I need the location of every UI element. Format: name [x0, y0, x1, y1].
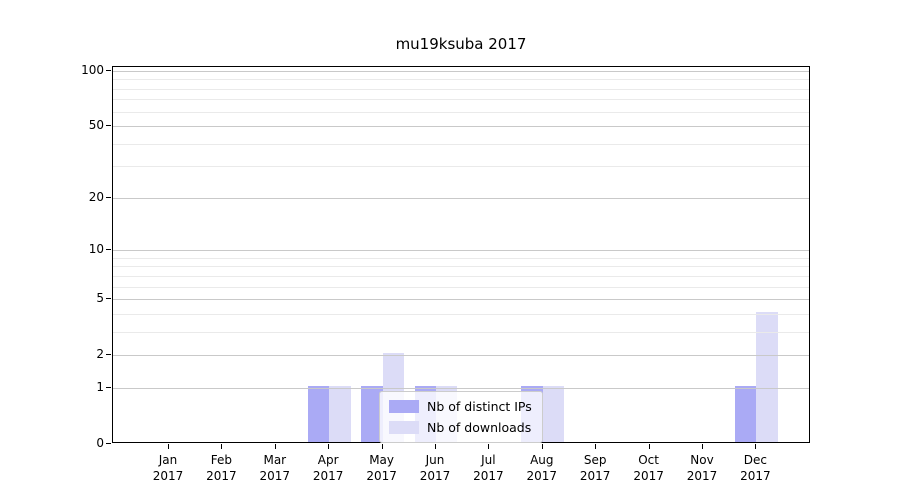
y-tick-label-1: 1	[96, 380, 104, 394]
y-tick-label-50: 50	[88, 118, 104, 133]
x-tick-month: Oct	[638, 453, 659, 467]
y-tick-0	[106, 443, 111, 444]
x-tick-label-jan: Jan 2017	[136, 452, 200, 484]
x-tick-label-feb: Feb 2017	[189, 452, 253, 484]
gridline-minor	[113, 331, 809, 333]
bar-downloads-dec	[756, 311, 778, 442]
y-tick-50	[106, 125, 111, 127]
x-tick-month: Aug	[530, 453, 554, 467]
x-tick-dec	[755, 444, 757, 449]
bar-distinct-ips-apr	[307, 386, 330, 442]
gridline-minor	[113, 143, 809, 145]
x-tick-month: May	[369, 453, 394, 467]
x-tick-year: 2017	[473, 469, 504, 483]
x-tick-year: 2017	[206, 469, 237, 483]
y-tick-5	[106, 298, 111, 300]
x-tick-year: 2017	[312, 469, 344, 483]
gridline-major	[113, 250, 809, 252]
gridline-major	[113, 197, 809, 199]
x-tick-month: Sep	[583, 453, 607, 467]
x-tick-label-may: May 2017	[350, 452, 414, 484]
x-tick-month: Feb	[210, 453, 233, 467]
x-tick-label-aug: Aug 2017	[510, 452, 574, 484]
legend-swatch-distinct-ips-icon	[389, 400, 419, 413]
x-tick-may	[381, 444, 383, 449]
x-tick-year: 2017	[686, 469, 718, 483]
x-tick-month: Apr	[317, 453, 339, 467]
gridline-minor	[113, 266, 809, 268]
gridline-major	[113, 355, 809, 357]
x-tick-month: Jul	[481, 453, 496, 467]
x-tick-month: Jun	[425, 453, 445, 467]
x-tick-year: 2017	[259, 469, 291, 483]
bar-distinct-ips-dec	[735, 386, 757, 442]
gridline-minor	[113, 286, 809, 288]
gridline-major	[113, 388, 809, 389]
gridline-major	[113, 299, 809, 301]
x-tick-label-sep: Sep 2017	[563, 452, 627, 484]
y-tick-2	[106, 354, 111, 356]
legend-item-downloads: Nb of downloads	[389, 419, 532, 436]
plot-area: Nb of distinct IPs Nb of downloads	[112, 66, 810, 443]
x-tick-jun	[435, 444, 436, 449]
x-tick-label-jul: Jul 2017	[456, 452, 520, 484]
x-tick-month: Jan	[158, 453, 178, 467]
y-tick-label-5: 5	[96, 291, 104, 306]
x-tick-label-oct: Oct 2017	[617, 452, 681, 484]
x-tick-aug	[541, 444, 543, 449]
legend-label-downloads: Nb of downloads	[427, 420, 532, 435]
x-tick-feb	[221, 444, 223, 449]
y-tick-100	[106, 69, 111, 71]
gridline-major	[113, 70, 809, 72]
x-tick-mar	[274, 444, 276, 449]
x-tick-jul	[488, 444, 490, 449]
gridline-minor	[113, 257, 809, 259]
gridline-minor	[113, 88, 809, 90]
x-tick-sep	[595, 444, 597, 449]
x-tick-apr	[328, 444, 330, 449]
y-tick-20	[106, 196, 111, 198]
y-tick-label-100: 100	[81, 62, 104, 77]
x-tick-month: Nov	[690, 453, 714, 467]
x-tick-year: 2017	[740, 469, 771, 483]
y-tick-label-2: 2	[96, 347, 104, 362]
x-tick-year: 2017	[633, 469, 664, 483]
x-tick-year: 2017	[526, 469, 558, 483]
gridline-major	[113, 126, 809, 128]
x-tick-year: 2017	[419, 469, 451, 483]
x-tick-label-jun: Jun 2017	[403, 452, 467, 484]
x-tick-year: 2017	[366, 469, 397, 483]
y-tick-10	[106, 249, 111, 251]
x-tick-year: 2017	[152, 469, 184, 483]
bar-downloads-apr	[329, 386, 351, 442]
x-tick-label-mar: Mar 2017	[243, 452, 307, 484]
gridline-minor	[113, 99, 809, 101]
x-tick-label-apr: Apr 2017	[296, 452, 360, 484]
x-tick-jan	[168, 444, 169, 449]
x-tick-year: 2017	[579, 469, 611, 483]
legend: Nb of distinct IPs Nb of downloads	[379, 391, 543, 443]
gridline-minor	[113, 79, 809, 81]
x-tick-label-nov: Nov 2017	[670, 452, 734, 484]
gridline-minor	[113, 166, 809, 168]
x-tick-nov	[702, 444, 703, 449]
x-tick-label-dec: Dec 2017	[723, 452, 787, 484]
y-tick-label-20: 20	[88, 189, 104, 204]
legend-swatch-downloads-icon	[389, 421, 419, 434]
y-tick-1	[106, 387, 111, 388]
legend-item-distinct-ips: Nb of distinct IPs	[389, 398, 532, 415]
gridline-minor	[113, 275, 809, 277]
x-tick-month: Mar	[263, 453, 287, 467]
gridline-minor	[113, 111, 809, 113]
chart-title: mu19ksuba 2017	[395, 35, 527, 53]
x-tick-oct	[648, 444, 650, 449]
bar-downloads-aug	[542, 386, 565, 442]
y-tick-label-10: 10	[88, 242, 104, 257]
bar-distinct-ips-may	[361, 386, 383, 442]
legend-label-distinct-ips: Nb of distinct IPs	[427, 399, 532, 414]
gridline-minor	[113, 313, 809, 315]
x-tick-month: Dec	[743, 453, 767, 467]
y-tick-label-0: 0	[96, 436, 104, 450]
